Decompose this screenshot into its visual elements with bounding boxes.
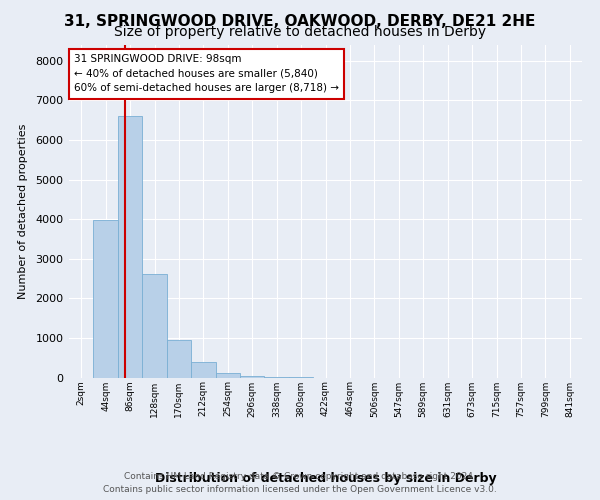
Bar	[167, 340, 191, 378]
Bar	[118, 116, 142, 378]
Text: Size of property relative to detached houses in Derby: Size of property relative to detached ho…	[114, 25, 486, 39]
Bar	[191, 362, 215, 378]
Bar	[142, 274, 167, 378]
Y-axis label: Number of detached properties: Number of detached properties	[19, 124, 28, 299]
Bar	[240, 376, 265, 378]
Bar	[215, 373, 240, 378]
Text: Contains HM Land Registry data © Crown copyright and database right 2024.: Contains HM Land Registry data © Crown c…	[124, 472, 476, 481]
Bar	[94, 220, 118, 378]
Text: Contains public sector information licensed under the Open Government Licence v3: Contains public sector information licen…	[103, 485, 497, 494]
Text: 31, SPRINGWOOD DRIVE, OAKWOOD, DERBY, DE21 2HE: 31, SPRINGWOOD DRIVE, OAKWOOD, DERBY, DE…	[64, 14, 536, 29]
X-axis label: Distribution of detached houses by size in Derby: Distribution of detached houses by size …	[155, 472, 496, 485]
Text: 31 SPRINGWOOD DRIVE: 98sqm
← 40% of detached houses are smaller (5,840)
60% of s: 31 SPRINGWOOD DRIVE: 98sqm ← 40% of deta…	[74, 54, 339, 94]
Bar	[265, 376, 289, 378]
